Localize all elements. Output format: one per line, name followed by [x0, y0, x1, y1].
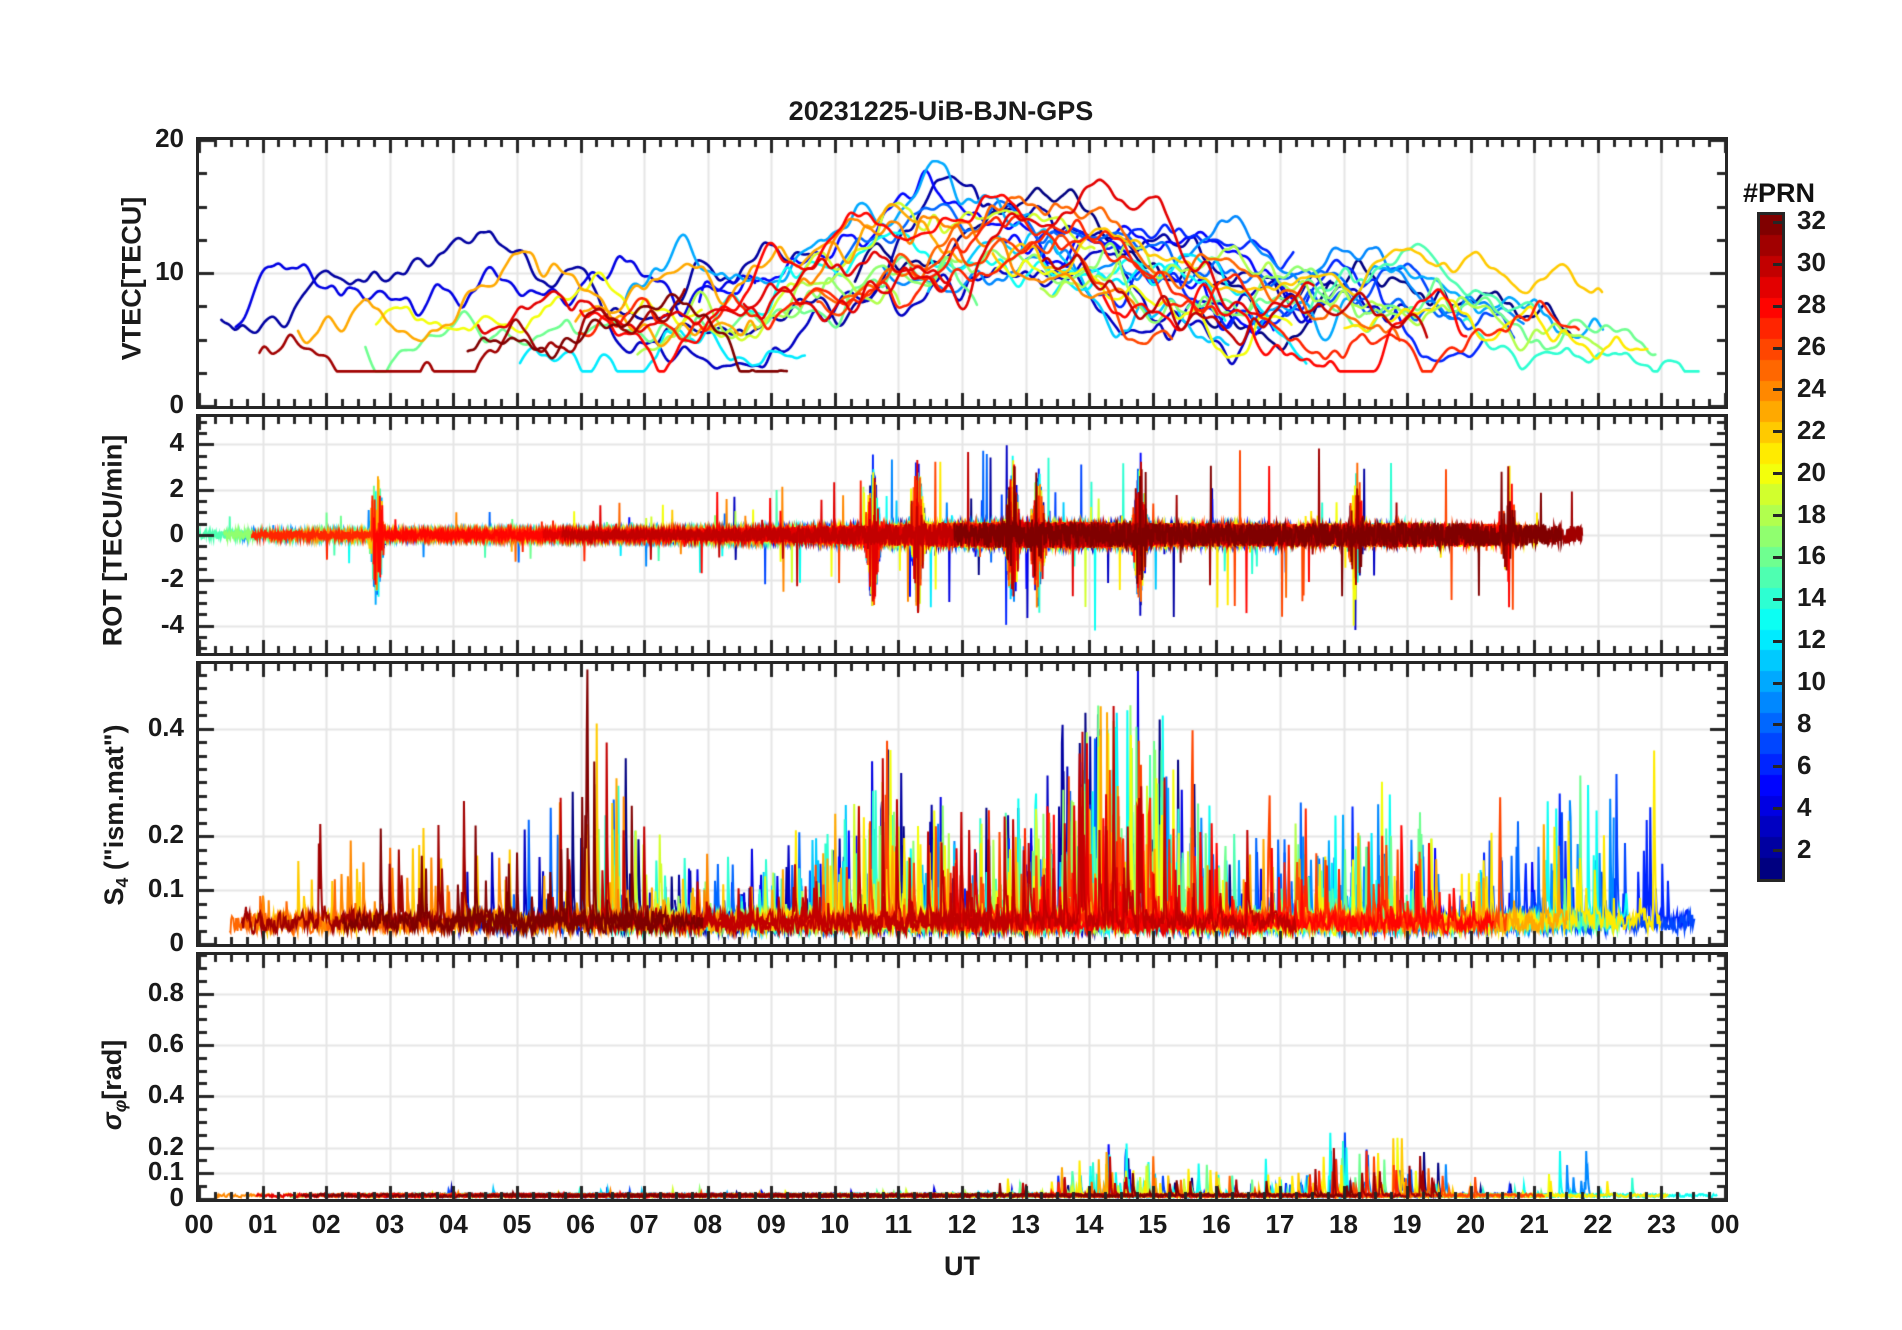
colorbar-tick-label: 24: [1797, 372, 1826, 403]
colorbar-tick-mark: [1773, 849, 1782, 853]
colorbar-tick-mark: [1773, 807, 1782, 811]
colorbar-tick-mark: [1773, 346, 1782, 350]
panel-vtec: [196, 137, 1728, 409]
colorbar-tick-label: 4: [1797, 791, 1812, 822]
y-tick-label: 0: [169, 927, 184, 957]
y-tick-label: 0.4: [147, 711, 184, 742]
y-tick-label: 20: [155, 123, 184, 153]
x-tick-label: 01: [248, 1209, 278, 1239]
colorbar-tick-label: 2: [1797, 833, 1812, 864]
x-tick-label: 21: [1519, 1209, 1549, 1239]
y-tick-label: 0.1: [147, 873, 184, 904]
y-tick-label: 0: [169, 518, 184, 548]
colorbar-tick-mark: [1773, 220, 1782, 224]
colorbar-title: #PRN: [1743, 178, 1816, 208]
vtec-plot-canvas: [199, 140, 1725, 406]
y-tick-label: 0.4: [147, 1079, 184, 1110]
y-tick-label: 10: [155, 256, 184, 286]
x-tick-label: 17: [1265, 1209, 1295, 1239]
colorbar-tick-label: 32: [1797, 205, 1826, 236]
colorbar-tick-mark: [1773, 597, 1782, 601]
figure-title: 20231225-UiB-BJN-GPS: [788, 96, 1094, 126]
x-tick-label: 18: [1329, 1209, 1358, 1239]
colorbar-tick-label: 26: [1797, 331, 1826, 362]
colorbar: [1757, 212, 1785, 882]
x-tick-label: 05: [502, 1209, 532, 1239]
colorbar-tick-label: 30: [1797, 247, 1826, 278]
panel-s4: [196, 661, 1728, 947]
colorbar-tick-mark: [1773, 304, 1782, 308]
x-tick-label: 13: [1011, 1209, 1041, 1239]
x-axis-label: UT: [944, 1251, 980, 1281]
panel-rot: [196, 414, 1728, 656]
y-tick-label: 0.2: [147, 1130, 184, 1161]
colorbar-tick-label: 8: [1797, 707, 1812, 738]
x-tick-label: 07: [629, 1209, 659, 1239]
colorbar-tick-label: 20: [1797, 456, 1826, 487]
colorbar-tick-label: 14: [1797, 582, 1826, 613]
x-tick-label: 00: [184, 1209, 214, 1239]
sigma-phi-plot-canvas: [199, 955, 1725, 1199]
colorbar-tick-mark: [1773, 388, 1782, 392]
colorbar-tick-label: 22: [1797, 414, 1826, 445]
colorbar-tick-mark: [1773, 765, 1782, 769]
x-tick-label: 02: [311, 1209, 341, 1239]
colorbar-tick-mark: [1773, 639, 1782, 643]
x-tick-label: 15: [1138, 1209, 1168, 1239]
colorbar-tick-label: 16: [1797, 540, 1826, 571]
y-tick-label: -2: [160, 563, 184, 594]
x-tick-label: 04: [438, 1209, 468, 1239]
y-tick-label: 0: [169, 389, 184, 419]
colorbar-tick-mark: [1773, 472, 1782, 476]
x-tick-label: 14: [1074, 1209, 1104, 1239]
x-tick-label: 00: [1710, 1209, 1740, 1239]
colorbar-tick-mark: [1773, 723, 1782, 727]
x-tick-label: 16: [1201, 1209, 1231, 1239]
panel-sigma-phi: [196, 952, 1728, 1202]
y-tick-label: 0.2: [147, 819, 184, 850]
y-tick-label: 0.1: [147, 1156, 184, 1187]
y-tick-label: 4: [169, 427, 184, 458]
colorbar-tick-label: 28: [1797, 289, 1826, 320]
y-tick-label: -4: [160, 608, 184, 639]
colorbar-tick-label: 18: [1797, 498, 1826, 529]
x-tick-label: 23: [1646, 1209, 1676, 1239]
x-tick-label: 06: [566, 1209, 595, 1239]
x-tick-label: 22: [1583, 1209, 1613, 1239]
x-tick-label: 19: [1392, 1209, 1422, 1239]
x-tick-label: 09: [756, 1209, 786, 1239]
x-tick-label: 03: [375, 1209, 405, 1239]
colorbar-tick-label: 6: [1797, 749, 1812, 780]
y-tick-label: 2: [169, 472, 184, 503]
colorbar-tick-mark: [1773, 262, 1782, 266]
colorbar-gradient: [1760, 215, 1782, 879]
colorbar-tick-label: 10: [1797, 666, 1826, 697]
x-tick-label: 08: [693, 1209, 723, 1239]
colorbar-tick-mark: [1773, 430, 1782, 434]
y-tick-label: 0.6: [147, 1027, 184, 1058]
colorbar-tick-mark: [1773, 555, 1782, 559]
y-tick-label: 0: [169, 1182, 184, 1212]
colorbar-tick-mark: [1773, 514, 1782, 518]
s4-plot-canvas: [199, 664, 1725, 944]
rot-plot-canvas: [199, 417, 1725, 653]
y-tick-label: 0.8: [147, 976, 184, 1007]
colorbar-tick-label: 12: [1797, 624, 1826, 655]
x-tick-label: 10: [820, 1209, 850, 1239]
x-tick-label: 11: [884, 1209, 913, 1239]
x-tick-label: 20: [1456, 1209, 1486, 1239]
colorbar-tick-mark: [1773, 681, 1782, 685]
x-tick-label: 12: [947, 1209, 977, 1239]
